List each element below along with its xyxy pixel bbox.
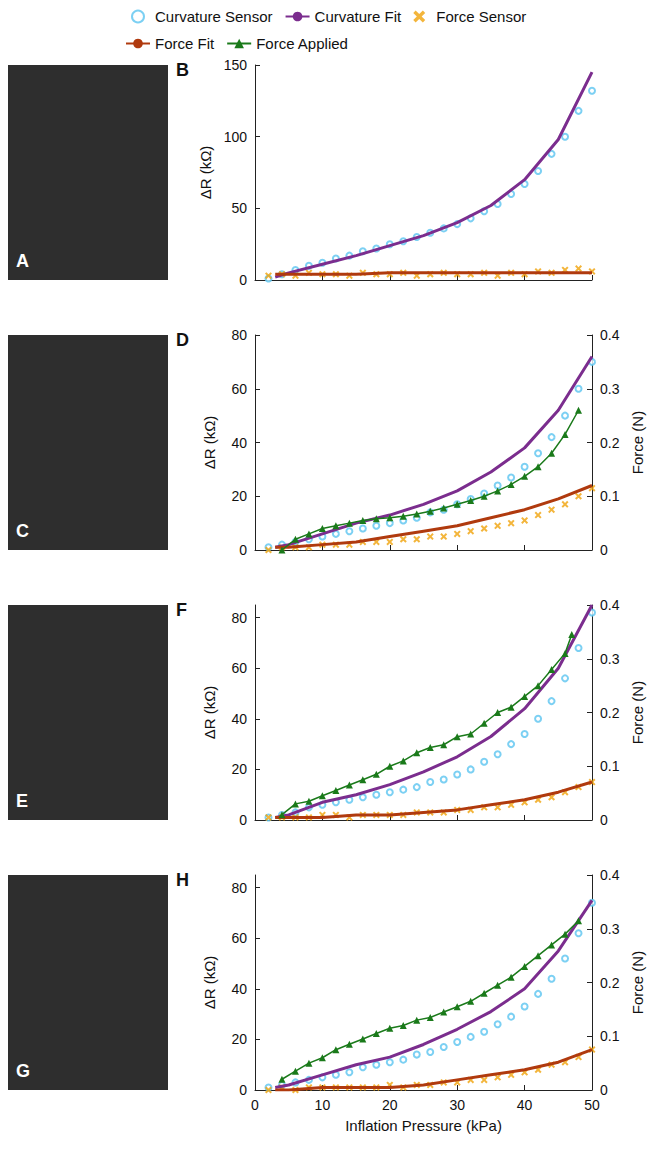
svg-text:40: 40 bbox=[231, 711, 247, 727]
svg-text:ΔR (kΩ): ΔR (kΩ) bbox=[201, 686, 218, 740]
svg-text:80: 80 bbox=[231, 610, 247, 626]
svg-text:20: 20 bbox=[231, 1031, 247, 1047]
svg-text:0.1: 0.1 bbox=[600, 488, 620, 504]
svg-text:0: 0 bbox=[239, 812, 247, 828]
svg-text:0.1: 0.1 bbox=[600, 1028, 620, 1044]
svg-text:0: 0 bbox=[600, 812, 608, 828]
svg-text:0: 0 bbox=[239, 542, 247, 558]
svg-text:Force (N): Force (N) bbox=[629, 951, 646, 1014]
svg-text:D: D bbox=[176, 330, 189, 350]
svg-text:30: 30 bbox=[449, 1097, 465, 1113]
svg-text:0.2: 0.2 bbox=[600, 705, 620, 721]
svg-text:50: 50 bbox=[584, 1097, 600, 1113]
svg-text:0.4: 0.4 bbox=[600, 597, 620, 613]
svg-text:100: 100 bbox=[224, 129, 248, 145]
svg-text:A: A bbox=[16, 251, 29, 271]
svg-text:0.4: 0.4 bbox=[600, 867, 620, 883]
svg-text:0: 0 bbox=[239, 272, 247, 288]
svg-text:0: 0 bbox=[600, 542, 608, 558]
svg-text:20: 20 bbox=[231, 488, 247, 504]
svg-text:0: 0 bbox=[239, 1082, 247, 1098]
svg-text:60: 60 bbox=[231, 660, 247, 676]
svg-text:0.1: 0.1 bbox=[600, 758, 620, 774]
svg-text:0.3: 0.3 bbox=[600, 921, 620, 937]
svg-text:Inflation Pressure (kPa): Inflation Pressure (kPa) bbox=[345, 1117, 502, 1134]
svg-text:40: 40 bbox=[517, 1097, 533, 1113]
svg-text:C: C bbox=[16, 521, 29, 541]
svg-text:0.2: 0.2 bbox=[600, 975, 620, 991]
svg-text:Force Fit: Force Fit bbox=[155, 35, 215, 52]
svg-text:40: 40 bbox=[231, 435, 247, 451]
svg-text:60: 60 bbox=[231, 381, 247, 397]
svg-text:0.2: 0.2 bbox=[600, 435, 620, 451]
svg-text:0: 0 bbox=[251, 1097, 259, 1113]
svg-text:Force Applied: Force Applied bbox=[256, 35, 348, 52]
svg-text:B: B bbox=[176, 60, 189, 80]
svg-text:80: 80 bbox=[231, 880, 247, 896]
svg-text:50: 50 bbox=[231, 200, 247, 216]
svg-text:20: 20 bbox=[231, 761, 247, 777]
svg-text:F: F bbox=[176, 600, 187, 620]
svg-text:Curvature Fit: Curvature Fit bbox=[315, 8, 403, 25]
svg-text:Curvature Sensor: Curvature Sensor bbox=[155, 8, 273, 25]
svg-text:0: 0 bbox=[600, 1082, 608, 1098]
svg-text:ΔR (kΩ): ΔR (kΩ) bbox=[201, 416, 218, 470]
svg-text:150: 150 bbox=[224, 57, 248, 73]
svg-text:80: 80 bbox=[231, 327, 247, 343]
svg-text:60: 60 bbox=[231, 930, 247, 946]
svg-text:ΔR (kΩ): ΔR (kΩ) bbox=[197, 146, 214, 200]
svg-text:ΔR (kΩ): ΔR (kΩ) bbox=[201, 956, 218, 1010]
svg-text:40: 40 bbox=[231, 981, 247, 997]
svg-text:20: 20 bbox=[382, 1097, 398, 1113]
svg-text:0.3: 0.3 bbox=[600, 651, 620, 667]
svg-text:0.3: 0.3 bbox=[600, 381, 620, 397]
svg-text:Force Sensor: Force Sensor bbox=[436, 8, 526, 25]
svg-text:Force (N): Force (N) bbox=[629, 681, 646, 744]
svg-text:G: G bbox=[16, 1061, 30, 1081]
svg-text:0.4: 0.4 bbox=[600, 327, 620, 343]
svg-text:H: H bbox=[176, 870, 189, 890]
svg-text:10: 10 bbox=[315, 1097, 331, 1113]
svg-text:E: E bbox=[16, 791, 28, 811]
svg-text:Force (N): Force (N) bbox=[629, 411, 646, 474]
